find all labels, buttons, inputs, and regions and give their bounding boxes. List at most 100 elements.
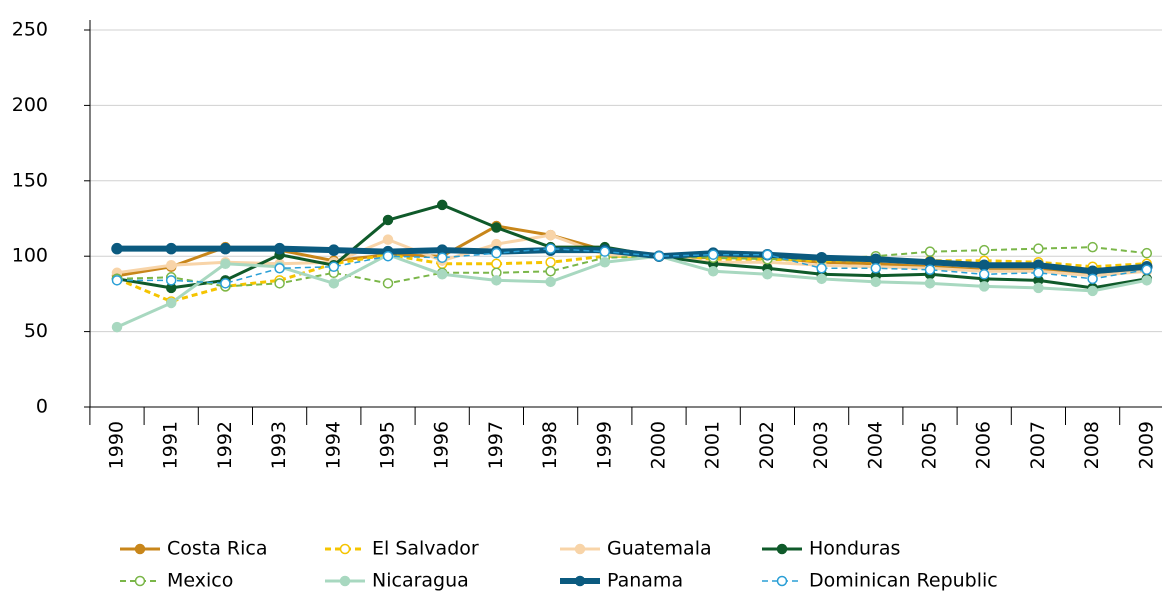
legend-item: Dominican Republic: [762, 570, 998, 592]
legend-label: Mexico: [167, 570, 233, 592]
x-tick-label: 2009: [1135, 421, 1157, 469]
point-marker: [436, 269, 448, 280]
point-marker: [762, 269, 773, 280]
point-marker: [978, 281, 990, 292]
legend-marker: [574, 575, 586, 587]
point-marker: [111, 321, 123, 333]
point-marker: [328, 278, 340, 289]
legend-marker: [134, 575, 146, 587]
point-marker: [978, 269, 990, 280]
point-marker: [816, 273, 827, 285]
legend-item: El Salvador: [325, 538, 479, 560]
point-marker: [165, 259, 177, 271]
legend-marker: [574, 543, 586, 555]
legend-label: El Salvador: [372, 538, 479, 560]
legend-label: Dominican Republic: [809, 570, 998, 592]
point-marker: [1033, 282, 1044, 294]
point-marker: [165, 242, 177, 255]
y-tick-label: 100: [12, 245, 48, 267]
legend-marker: [339, 543, 351, 555]
x-tick-label: 2006: [973, 421, 995, 469]
point-marker: [111, 275, 123, 286]
point-marker: [815, 251, 828, 264]
point-marker: [1087, 285, 1098, 297]
point-marker: [328, 244, 340, 256]
point-marker: [924, 278, 936, 289]
y-tick-label: 50: [24, 320, 48, 342]
point-marker: [707, 266, 719, 277]
x-tick-label: 1993: [268, 421, 290, 469]
legend-marker: [776, 543, 788, 555]
legend-label: Costa Rica: [167, 538, 268, 560]
x-tick-label: 1992: [214, 421, 236, 469]
series: [111, 249, 1153, 333]
point-marker: [762, 249, 773, 260]
series: [111, 243, 1153, 289]
x-tick-label: 1997: [485, 421, 507, 469]
point-marker: [1033, 243, 1044, 254]
x-tick-label: 1995: [377, 421, 399, 469]
point-marker: [816, 263, 827, 274]
point-marker: [165, 275, 177, 286]
point-marker: [1087, 241, 1098, 253]
legend-marker: [776, 575, 788, 587]
point-marker: [707, 249, 719, 260]
point-marker: [165, 297, 177, 309]
point-marker: [491, 247, 502, 259]
x-tick-label: 1996: [431, 421, 453, 469]
point-marker: [436, 252, 448, 263]
series-line: [117, 245, 1148, 275]
x-tick-label: 1998: [539, 421, 561, 469]
legend-label: Guatemala: [607, 538, 712, 560]
x-tick-label: 2007: [1027, 421, 1049, 469]
point-marker: [545, 256, 556, 268]
point-marker: [273, 242, 286, 255]
point-marker: [924, 264, 936, 276]
point-marker: [491, 258, 502, 269]
x-tick-label: 1990: [106, 421, 128, 469]
series-line: [117, 247, 1147, 285]
point-marker: [870, 253, 882, 265]
legend-item: Guatemala: [560, 538, 712, 560]
series-line: [116, 246, 1147, 288]
point-marker: [545, 266, 556, 277]
legend-item: Honduras: [762, 538, 900, 560]
point-marker: [1141, 264, 1153, 276]
x-tick-label: 2004: [864, 421, 886, 469]
legend-item: Costa Rica: [120, 538, 268, 560]
point-marker: [978, 244, 990, 256]
x-tick-label: 2001: [702, 421, 724, 469]
point-marker: [491, 222, 502, 233]
point-marker: [220, 278, 231, 289]
point-marker: [1141, 275, 1153, 286]
point-marker: [545, 229, 556, 241]
point-marker: [599, 246, 611, 257]
x-tick-label: 2003: [810, 421, 832, 469]
point-marker: [436, 199, 448, 211]
point-marker: [328, 261, 340, 273]
series-line: [116, 253, 1148, 329]
point-marker: [1087, 273, 1098, 285]
point-marker: [870, 263, 882, 274]
point-marker: [274, 263, 285, 274]
legend-item: Panama: [560, 570, 683, 592]
point-marker: [274, 278, 285, 289]
point-marker: [1033, 267, 1044, 279]
point-marker: [870, 276, 882, 288]
legend-marker: [134, 543, 146, 555]
point-marker: [653, 250, 665, 262]
point-marker: [219, 242, 232, 255]
point-marker: [978, 259, 990, 271]
point-marker: [220, 258, 231, 269]
point-marker: [382, 234, 394, 245]
y-tick-label: 200: [12, 94, 48, 116]
x-tick-label: 2000: [648, 421, 670, 469]
point-marker: [545, 276, 556, 288]
x-tick-label: 1999: [593, 421, 615, 469]
point-marker: [382, 214, 394, 226]
legend-item: Mexico: [120, 570, 233, 592]
point-marker: [545, 243, 556, 254]
point-marker: [382, 250, 394, 262]
x-tick-label: 2008: [1081, 421, 1103, 469]
